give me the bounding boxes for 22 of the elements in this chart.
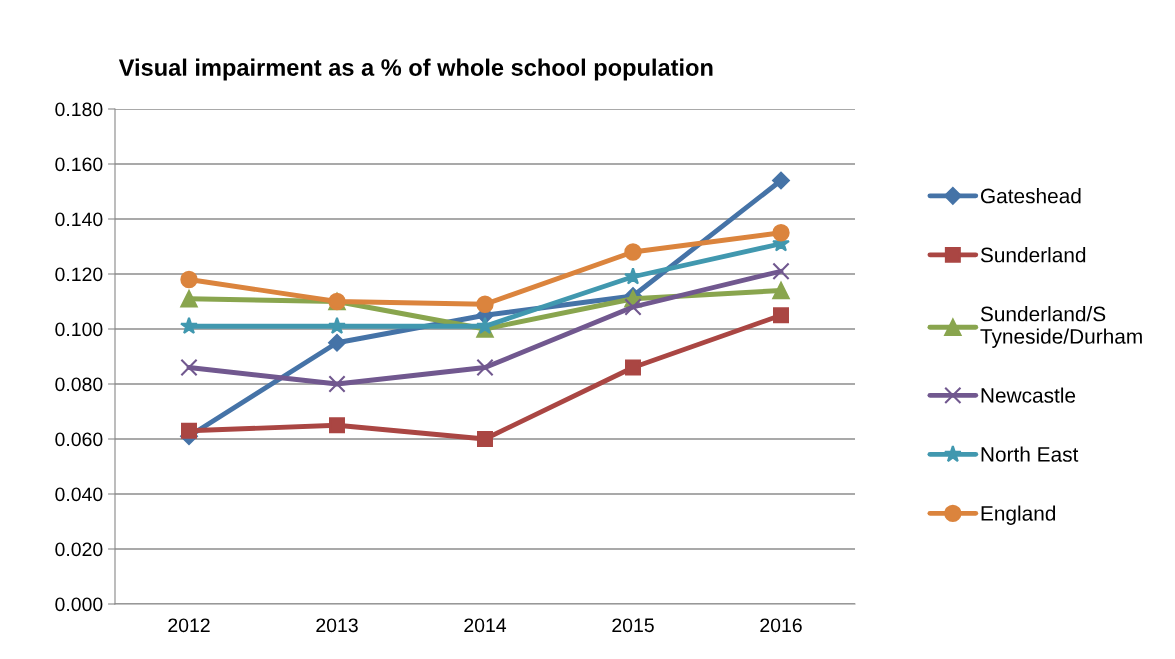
y-tick-label: 0.000 (55, 597, 103, 612)
x-tick-label: 2015 (612, 618, 654, 633)
x-tick-label: 2013 (316, 618, 358, 633)
y-tick-label: 0.040 (55, 487, 103, 502)
legend-label: Gateshead (980, 188, 1081, 204)
y-tick-label: 0.180 (55, 102, 103, 117)
legend-label: Newcastle (981, 387, 1076, 403)
y-tick-label: 0.140 (55, 212, 103, 227)
y-tick-label: 0.020 (55, 542, 103, 557)
legend-label: North East (981, 446, 1079, 462)
y-tick-label: 0.060 (55, 432, 103, 447)
y-tick-label: 0.160 (55, 157, 103, 172)
x-tick-label: 2012 (168, 618, 210, 633)
y-tick-label: 0.100 (55, 322, 103, 337)
legend-label: England (981, 505, 1056, 525)
y-tick-label: 0.120 (55, 267, 103, 282)
legend-label: Sunderland/S Tyneside/Durham (980, 306, 1142, 348)
legend-label: Sunderland (980, 247, 1086, 263)
y-tick-label: 0.080 (55, 377, 103, 392)
chart-title: Visual impairment as a % of whole school population (118, 58, 713, 81)
x-tick-label: 2016 (760, 618, 802, 633)
x-tick-label: 2014 (464, 618, 507, 633)
